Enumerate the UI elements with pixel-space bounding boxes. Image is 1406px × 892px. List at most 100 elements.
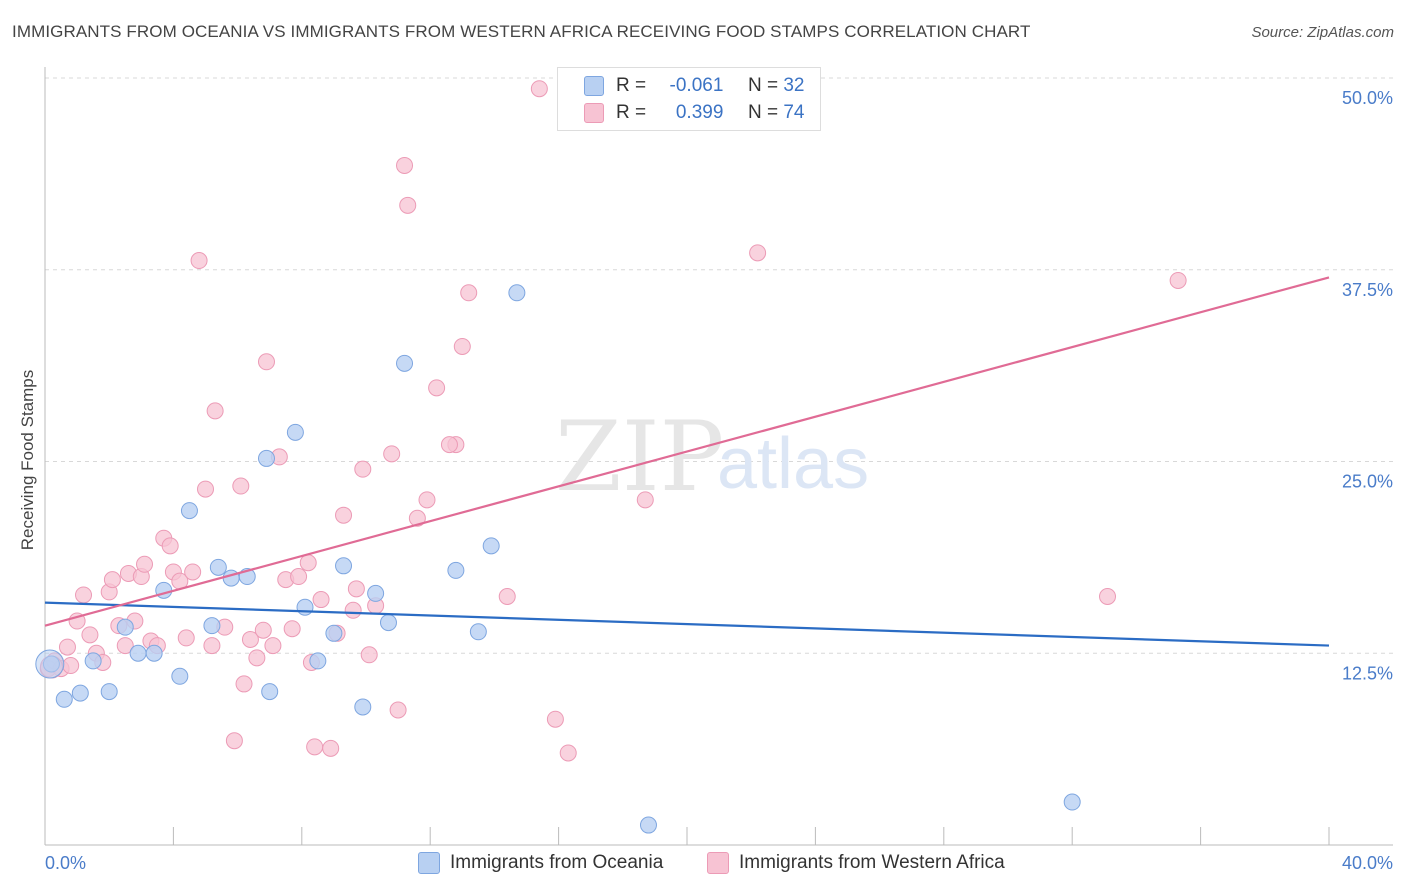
oceania-point-18 xyxy=(296,598,314,616)
oceania-point-31 xyxy=(1063,793,1081,811)
oceania-swatch xyxy=(584,76,604,96)
oceania-points xyxy=(35,284,1081,834)
western-africa-point-60 xyxy=(418,491,436,509)
western-africa-point-3 xyxy=(58,638,76,656)
y-tick-label-2: 37.5% xyxy=(1342,280,1393,300)
western-africa-point-31 xyxy=(225,732,243,750)
western-africa-point-68 xyxy=(559,744,577,762)
western-africa-point-59 xyxy=(408,509,426,527)
oceania-point-20 xyxy=(325,624,343,642)
western-africa-point-36 xyxy=(254,621,272,639)
oceania-point-19 xyxy=(309,652,327,670)
western-africa-point-70 xyxy=(749,244,767,262)
western-africa-point-69 xyxy=(636,491,654,509)
oceania-n-value: 32 xyxy=(783,75,805,96)
western-africa-point-41 xyxy=(283,620,301,638)
legend-western-africa-swatch xyxy=(707,852,729,874)
oceania-point-15 xyxy=(257,449,275,467)
watermark: ZIP atlas xyxy=(555,401,869,513)
western-africa-point-13 xyxy=(116,637,134,655)
oceania-r-value: -0.061 xyxy=(669,75,724,96)
western-africa-point-35 xyxy=(248,649,266,667)
western-africa-point-50 xyxy=(344,601,362,619)
western-africa-point-58 xyxy=(399,196,417,214)
oceania-point-24 xyxy=(379,614,397,632)
western-africa-point-32 xyxy=(232,477,250,495)
western-africa-point-49 xyxy=(335,506,353,524)
western-africa-point-63 xyxy=(453,337,471,355)
watermark-atlas: atlas xyxy=(717,424,869,504)
chart-source: Source: ZipAtlas.com xyxy=(1251,24,1394,41)
western-africa-point-64 xyxy=(460,284,478,302)
western-africa-point-46 xyxy=(312,591,330,609)
western-africa-point-42 xyxy=(290,568,308,586)
western-africa-point-57 xyxy=(396,156,414,174)
legend-oceania-swatch xyxy=(418,852,440,874)
oceania-point-9 xyxy=(171,667,189,685)
western-africa-point-56 xyxy=(389,701,407,719)
oceania-point-22 xyxy=(354,698,372,716)
western-africa-point-47 xyxy=(322,739,340,757)
legend-item-western-africa[interactable]: Immigrants from Western Africa xyxy=(707,852,1005,874)
western-africa-point-27 xyxy=(197,480,214,498)
western-africa-point-66 xyxy=(530,80,548,98)
western-africa-point-17 xyxy=(136,555,154,573)
oceania-point-12 xyxy=(209,558,227,576)
western-africa-point-43 xyxy=(299,554,317,572)
oceania-point-21 xyxy=(335,557,353,575)
western-africa-point-72 xyxy=(1169,271,1187,289)
y-tick-labels: 12.5% 25.0% 37.5% 50.0% xyxy=(1342,88,1393,683)
legend-item-oceania[interactable]: Immigrants from Oceania xyxy=(418,852,663,874)
oceania-point-11 xyxy=(203,617,221,635)
stats-legend: R = -0.061 N = 32 R = 0.399 N = 74 xyxy=(557,67,821,131)
western-africa-point-73 xyxy=(440,436,458,454)
western-africa-point-25 xyxy=(184,563,202,581)
x-tick-label-1: 40.0% xyxy=(1342,853,1393,873)
oceania-point-26 xyxy=(447,561,465,579)
oceania-point-27 xyxy=(469,623,487,641)
oceania-point-28 xyxy=(482,537,500,555)
western-africa-point-29 xyxy=(206,402,224,420)
oceania-point-7 xyxy=(145,644,163,662)
oceania-point-17 xyxy=(286,423,304,441)
western-africa-point-7 xyxy=(81,626,99,644)
western-africa-trend-line xyxy=(44,276,1330,627)
western-africa-point-34 xyxy=(241,630,259,648)
oceania-point-6 xyxy=(129,644,147,662)
western-africa-n-label: N = xyxy=(747,102,779,123)
oceania-point-10 xyxy=(180,502,198,520)
grid-lines xyxy=(45,77,1393,654)
oceania-trend-line xyxy=(44,601,1330,647)
western-africa-point-53 xyxy=(360,646,378,664)
oceania-point-3 xyxy=(84,652,102,670)
western-africa-point-61 xyxy=(428,379,446,397)
western-africa-point-55 xyxy=(383,445,401,463)
western-africa-swatch xyxy=(584,103,604,123)
oceania-point-5 xyxy=(116,618,134,636)
western-africa-point-37 xyxy=(257,353,275,371)
western-africa-point-52 xyxy=(354,460,372,478)
oceania-point-29 xyxy=(508,284,526,302)
western-africa-n-value: 74 xyxy=(783,102,805,123)
y-tick-label-3: 50.0% xyxy=(1342,88,1393,108)
western-africa-point-45 xyxy=(306,738,324,756)
western-africa-point-71 xyxy=(1099,587,1117,605)
series-legend: Immigrants from Oceania Immigrants from … xyxy=(0,852,1406,878)
oceania-point-23 xyxy=(367,584,385,602)
western-africa-point-4 xyxy=(62,657,80,675)
western-africa-point-28 xyxy=(203,637,221,655)
western-africa-r-value: 0.399 xyxy=(675,102,724,123)
chart-title: IMMIGRANTS FROM OCEANIA VS IMMIGRANTS FR… xyxy=(12,22,1031,41)
oceania-r-label: R = xyxy=(616,75,647,96)
western-africa-point-67 xyxy=(546,710,564,728)
x-tick-label-0: 0.0% xyxy=(45,853,86,873)
western-africa-point-26 xyxy=(190,252,208,270)
oceania-point-2 xyxy=(71,684,89,702)
legend-oceania-label: Immigrants from Oceania xyxy=(450,852,664,873)
western-africa-point-65 xyxy=(498,587,516,605)
western-africa-point-11 xyxy=(103,571,121,589)
western-africa-point-24 xyxy=(177,629,195,647)
axes xyxy=(44,67,1393,846)
legend-western-africa-label: Immigrants from Western Africa xyxy=(739,852,1005,873)
